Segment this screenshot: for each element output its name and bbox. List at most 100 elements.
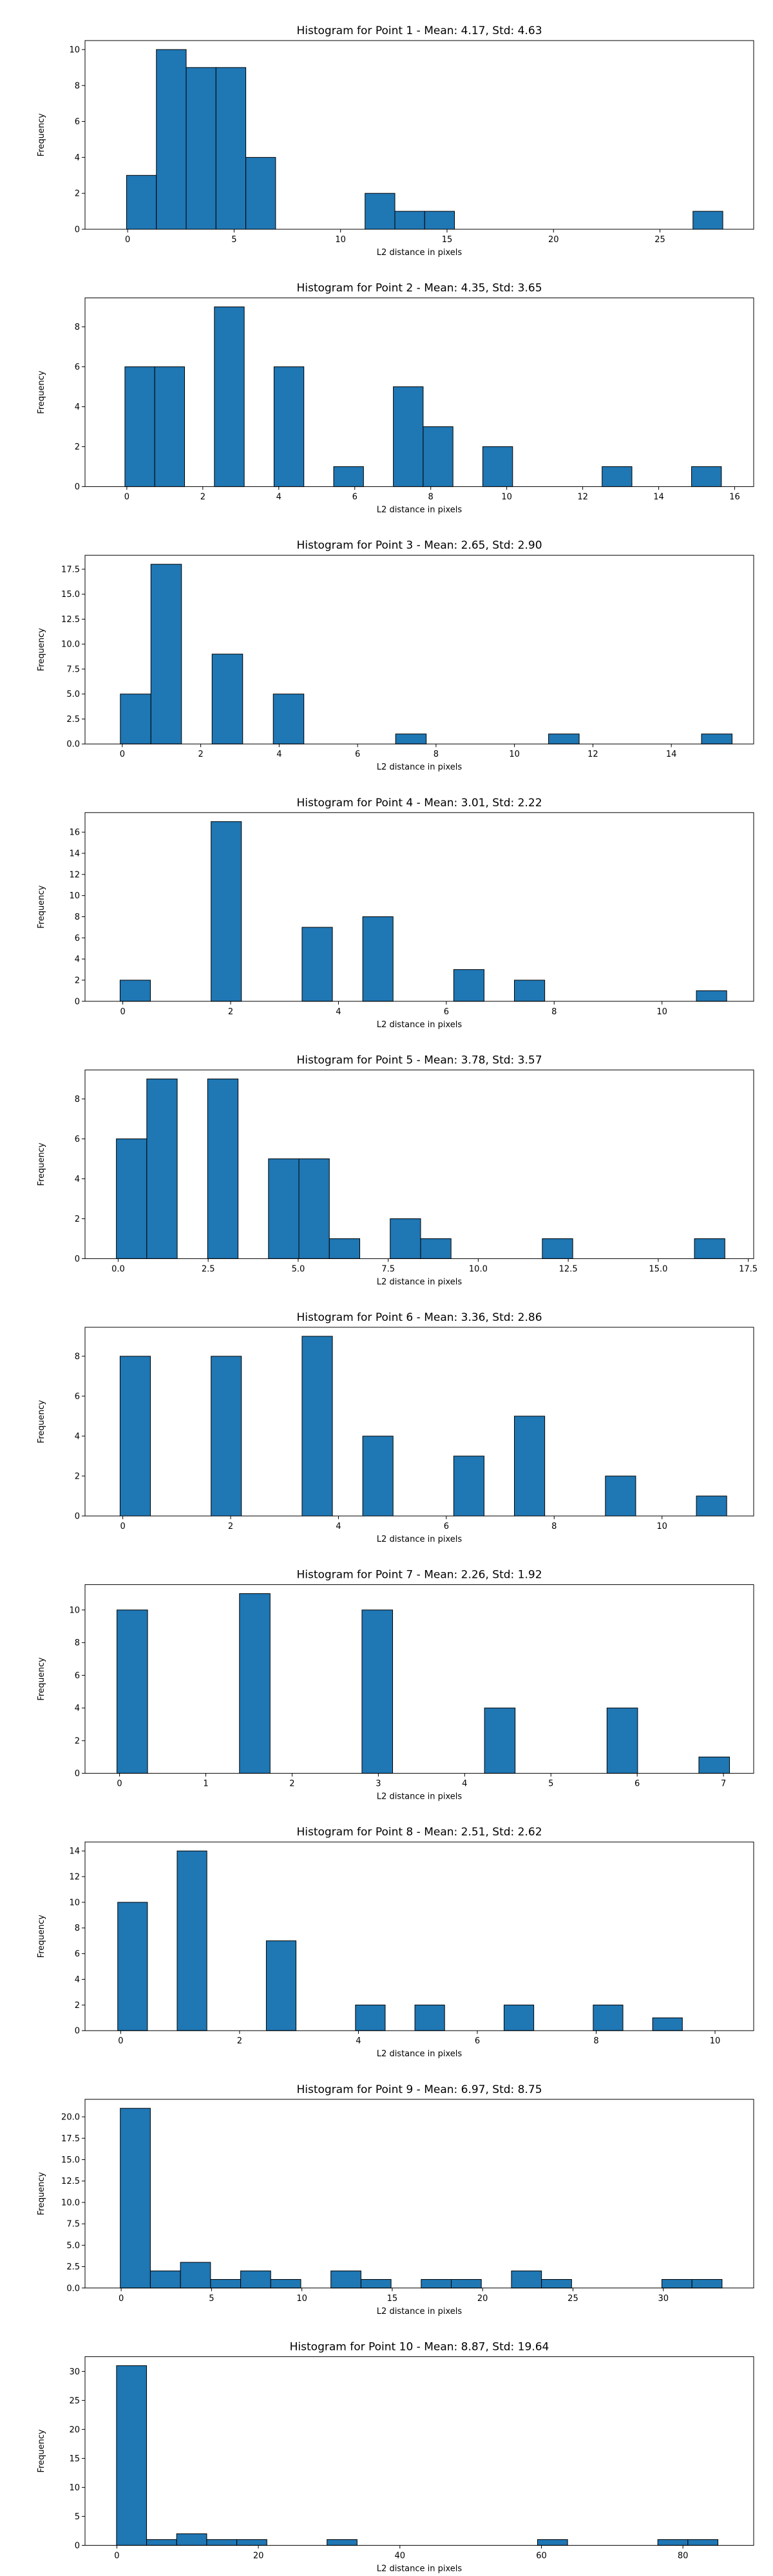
x-axis-label: L2 distance in pixels: [377, 2564, 463, 2573]
chart-title: Histogram for Point 9 - Mean: 6.97, Std:…: [296, 2083, 542, 2096]
x-axis-label: L2 distance in pixels: [377, 1792, 463, 1802]
histogram-bar: [694, 1238, 725, 1259]
histogram-bar: [327, 2539, 358, 2546]
histogram-bar: [116, 2365, 148, 2546]
histogram-bar: [180, 2262, 211, 2289]
y-tick-label: 4: [75, 153, 80, 163]
y-axis-label: Frequency: [37, 885, 46, 928]
x-tick-label: 15: [387, 2294, 398, 2304]
x-axis-label: L2 distance in pixels: [377, 2049, 463, 2059]
axes-frame: [84, 554, 754, 744]
histogram-bar: [414, 2004, 445, 2031]
x-tick-label: 7.5: [381, 1264, 395, 1274]
y-tick-label: 14: [69, 1847, 80, 1857]
y-tick-label: 8: [75, 1638, 80, 1648]
histogram-bar: [124, 366, 155, 488]
x-tick-label: 20: [477, 2294, 488, 2304]
y-tick-label: 2: [75, 1215, 80, 1224]
axes-frame: [84, 2356, 754, 2546]
y-tick-label: 6: [75, 1392, 80, 1401]
x-tick-label: 2.5: [202, 1264, 215, 1274]
histogram-bar: [207, 1078, 239, 1259]
histogram-bar: [146, 1078, 178, 1259]
histogram-bar: [691, 2279, 723, 2289]
histogram-bar: [514, 1416, 546, 1517]
x-tick-label: 10: [296, 2294, 307, 2304]
x-tick-label: 4: [276, 750, 282, 759]
histogram-bar: [541, 2279, 572, 2289]
histogram-bar: [652, 2017, 683, 2031]
x-tick-label: 5: [548, 1779, 553, 1789]
y-tick-label: 25: [69, 2396, 80, 2406]
x-tick-label: 10: [335, 235, 346, 245]
x-tick-label: 2: [289, 1779, 294, 1789]
x-tick-label: 8: [551, 1007, 557, 1017]
axes-frame: [84, 812, 754, 1002]
x-axis-label: L2 distance in pixels: [377, 1277, 463, 1287]
x-tick-label: 15: [442, 235, 453, 245]
y-axis-label: Frequency: [37, 1400, 46, 1443]
histogram-bar: [301, 1336, 333, 1517]
y-tick-label: 5.0: [66, 2241, 80, 2251]
x-tick-label: 10: [509, 750, 520, 759]
y-tick-label: 0: [75, 1769, 80, 1779]
y-tick-label: 4: [75, 1432, 80, 1441]
y-tick-label: 6: [75, 1135, 80, 1144]
y-axis-label: Frequency: [37, 2429, 46, 2472]
chart-title: Histogram for Point 6 - Mean: 3.36, Std:…: [296, 1311, 542, 1324]
x-tick-label: 15.0: [649, 1264, 667, 1274]
y-axis-label: Frequency: [37, 370, 46, 413]
histogram-bar: [698, 1756, 730, 1774]
histogram-bar: [602, 466, 633, 488]
histogram-panel-8: Histogram for Point 8 - Mean: 2.51, Std:…: [37, 1826, 754, 2059]
histogram-bar: [696, 1495, 727, 1517]
y-tick-label: 10: [69, 2483, 80, 2493]
x-tick-label: 2: [228, 1522, 233, 1531]
histogram-bar: [236, 2539, 267, 2546]
y-tick-label: 2.5: [66, 2262, 80, 2272]
histogram-bar: [692, 211, 723, 230]
x-axis-label: L2 distance in pixels: [377, 762, 463, 772]
histogram-bar: [537, 2539, 568, 2546]
x-tick-label: 6: [475, 2036, 480, 2046]
histogram-bar: [210, 2279, 242, 2289]
y-tick-label: 8: [75, 1352, 80, 1361]
y-tick-label: 2: [75, 976, 80, 985]
histogram-bar: [390, 1218, 421, 1259]
x-tick-label: 25: [568, 2294, 578, 2304]
y-tick-label: 10: [69, 891, 80, 901]
y-tick-label: 17.5: [61, 2134, 80, 2144]
x-tick-label: 10: [656, 1522, 667, 1531]
y-tick-label: 2: [75, 442, 80, 452]
histogram-panel-6: Histogram for Point 6 - Mean: 3.36, Std:…: [37, 1311, 754, 1544]
y-tick-label: 2: [75, 2001, 80, 2011]
x-tick-label: 2: [198, 750, 203, 759]
x-tick-label: 16: [729, 493, 740, 502]
histogram-bar: [245, 156, 276, 230]
histogram-bar: [482, 446, 513, 488]
axes-frame: [84, 40, 754, 230]
x-tick-label: 25: [654, 235, 665, 245]
histogram-bar: [696, 990, 727, 1002]
y-tick-label: 0: [75, 1512, 80, 1522]
x-tick-label: 6: [635, 1779, 640, 1789]
y-tick-label: 0: [75, 1255, 80, 1264]
y-tick-label: 6: [75, 363, 80, 372]
histogram-bar: [301, 927, 333, 1002]
x-tick-label: 20: [548, 235, 559, 245]
histogram-panel-9: Histogram for Point 9 - Mean: 6.97, Std:…: [37, 2083, 754, 2316]
y-tick-label: 4: [75, 402, 80, 412]
x-axis-label: L2 distance in pixels: [377, 248, 463, 258]
histogram-bar: [156, 49, 187, 230]
x-tick-label: 1: [203, 1779, 208, 1789]
x-tick-label: 30: [658, 2294, 669, 2304]
histogram-panel-1: Histogram for Point 1 - Mean: 4.17, Std:…: [37, 24, 754, 258]
y-tick-label: 20: [69, 2425, 80, 2435]
histogram-bar: [120, 2108, 151, 2289]
x-tick-label: 40: [395, 2551, 406, 2561]
histogram-bar: [270, 2279, 301, 2289]
y-tick-label: 2.5: [66, 715, 80, 724]
axes-frame: [84, 2099, 754, 2289]
y-tick-label: 15: [69, 2454, 80, 2464]
